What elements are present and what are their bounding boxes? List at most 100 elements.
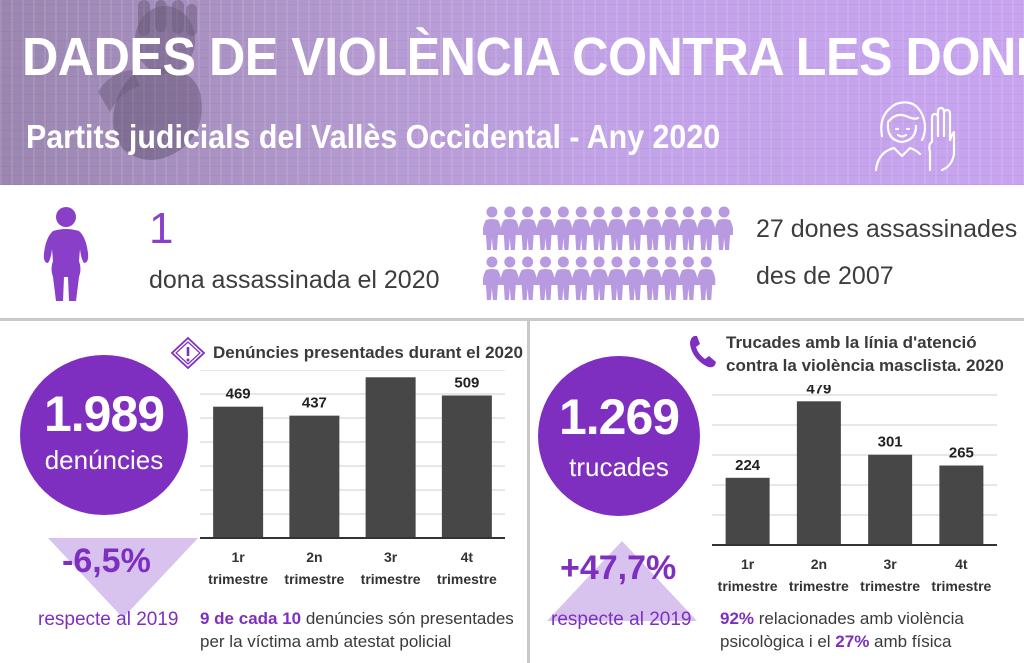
bar-value-label: 224 xyxy=(735,457,761,474)
bar xyxy=(365,377,416,538)
bar xyxy=(725,477,770,545)
change-up-triangle xyxy=(547,541,697,621)
killed-2020-value: 1 xyxy=(149,204,174,253)
calls-chart-title-line2: contra la violència masclista. 2020 xyxy=(726,356,1004,375)
bar xyxy=(796,401,841,545)
complaints-total-value: 1.989 xyxy=(43,386,165,442)
killed-2020-label: dona assassinada el 2020 xyxy=(149,266,440,294)
complaints-change-label: respecte al 2019 xyxy=(38,609,179,630)
category-tick-label: 2n xyxy=(306,549,322,565)
bar xyxy=(289,415,340,538)
woman-silhouette-icon xyxy=(43,207,89,301)
calls-note-line2: psicològica i el 27% amb física xyxy=(720,630,964,653)
woman-pictogram xyxy=(714,206,733,250)
category-tick-label: trimestre xyxy=(284,571,344,587)
woman-pictogram xyxy=(572,206,591,250)
woman-pictogram xyxy=(697,206,716,250)
category-tick-label: trimestre xyxy=(208,571,268,587)
category-tick-label: 1r xyxy=(232,549,246,565)
header-banner: DADES DE VIOLÈNCIA CONTRA LES DONES Part… xyxy=(0,0,1024,185)
woman-pictogram xyxy=(607,206,627,250)
calls-note-rest1: relacionades amb violència xyxy=(754,609,964,628)
category-tick-label: 1r xyxy=(741,556,755,572)
complaints-chart-title: Denúncies presentades durant el 2020 xyxy=(213,343,523,362)
calls-note-line2-a: psicològica i el xyxy=(720,632,836,651)
category-tick-label: 4t xyxy=(955,556,968,572)
category-tick-label: trimestre xyxy=(860,578,920,594)
woman-pictogram xyxy=(518,206,537,250)
woman-pictogram xyxy=(536,256,555,300)
category-tick-label: trimestre xyxy=(718,578,778,594)
calls-note: 92% relacionades amb violència psicològi… xyxy=(720,607,964,653)
woman-pictogram xyxy=(518,256,537,300)
bar xyxy=(213,406,264,538)
category-tick-label: 3r xyxy=(384,549,398,565)
bar xyxy=(939,465,984,545)
woman-pictogram xyxy=(554,206,573,250)
woman-pictogram xyxy=(697,256,716,300)
page-title: DADES DE VIOLÈNCIA CONTRA LES DONES xyxy=(22,27,1024,87)
complaints-note-bold: 9 de cada 10 xyxy=(200,609,302,628)
woman-pictogram xyxy=(661,206,680,250)
women-pictogram-grid xyxy=(483,206,733,300)
woman-pictogram xyxy=(643,206,662,250)
woman-pictogram xyxy=(500,206,519,250)
complaints-note-line2: per la víctima amb atestat policial xyxy=(200,632,452,651)
calls-note-bold2: 27% xyxy=(835,632,870,651)
calls-total-value: 1.269 xyxy=(558,389,680,445)
category-tick-label: 4t xyxy=(461,549,474,565)
category-tick-label: trimestre xyxy=(437,571,497,587)
complaints-bar-chart: 469 1r trimestre 437 2n trimestre 574 3r trimest… xyxy=(200,370,505,587)
woman-pictogram xyxy=(679,206,698,250)
killed-since-line2: des de 2007 xyxy=(756,262,894,290)
bar-value-label: 509 xyxy=(454,374,479,391)
complaints-note: 9 de cada 10 denúncies són presentades p… xyxy=(200,607,514,653)
handprint-icon xyxy=(98,0,202,160)
bar xyxy=(868,454,913,545)
woman-pictogram xyxy=(607,256,627,300)
calls-change-value: +47,7% xyxy=(560,549,677,587)
header-texture xyxy=(0,0,1024,185)
woman-pictogram xyxy=(536,206,555,250)
woman-pictogram xyxy=(625,256,644,300)
category-tick-label: trimestre xyxy=(361,571,421,587)
complaints-total-circle: 1.989 denúncies xyxy=(20,355,188,515)
woman-stop-hand-icon xyxy=(874,101,956,172)
bar-value-label: 437 xyxy=(302,395,327,412)
category-tick-label: trimestre xyxy=(789,578,849,594)
woman-pictogram xyxy=(625,206,644,250)
woman-pictogram xyxy=(679,256,698,300)
complaints-note-line1: 9 de cada 10 denúncies són presentades xyxy=(200,607,514,630)
woman-pictogram xyxy=(572,256,591,300)
category-tick-label: 3r xyxy=(884,556,898,572)
calls-note-line1: 92% relacionades amb violència xyxy=(720,607,964,630)
complaints-total-label: denúncies xyxy=(44,445,164,475)
alert-diamond-icon xyxy=(170,336,206,370)
horizontal-divider xyxy=(0,318,1024,321)
calls-bar-chart: 224 1r trimestre 479 2n trimestre 301 3r trimest… xyxy=(712,385,997,594)
calls-total-circle: 1.269 trucades xyxy=(538,356,700,516)
calls-change-label: respecte al 2019 xyxy=(551,609,692,630)
page-subtitle: Partits judicials del Vallès Occidental … xyxy=(26,118,721,155)
woman-pictogram xyxy=(554,256,573,300)
calls-note-bold1: 92% xyxy=(720,609,755,628)
woman-pictogram xyxy=(643,256,662,300)
bar-value-label: 301 xyxy=(878,434,903,451)
bar-value-label: 479 xyxy=(806,385,831,397)
bar-value-label: 265 xyxy=(949,445,974,462)
woman-pictogram xyxy=(661,256,680,300)
calls-total-label: trucades xyxy=(569,452,669,482)
woman-pictogram xyxy=(483,256,502,300)
calls-note-line2-b: amb física xyxy=(869,632,952,651)
woman-pictogram xyxy=(483,206,502,250)
woman-pictogram xyxy=(589,256,609,300)
woman-pictogram xyxy=(500,256,519,300)
change-down-triangle xyxy=(48,538,198,618)
vertical-divider xyxy=(527,318,530,663)
category-tick-label: 2n xyxy=(811,556,827,572)
bar-value-label: 574 xyxy=(378,370,404,373)
phone-icon xyxy=(690,336,716,368)
bar-value-label: 469 xyxy=(226,386,251,403)
killed-since-line1: 27 dones assassinades xyxy=(756,215,1018,243)
